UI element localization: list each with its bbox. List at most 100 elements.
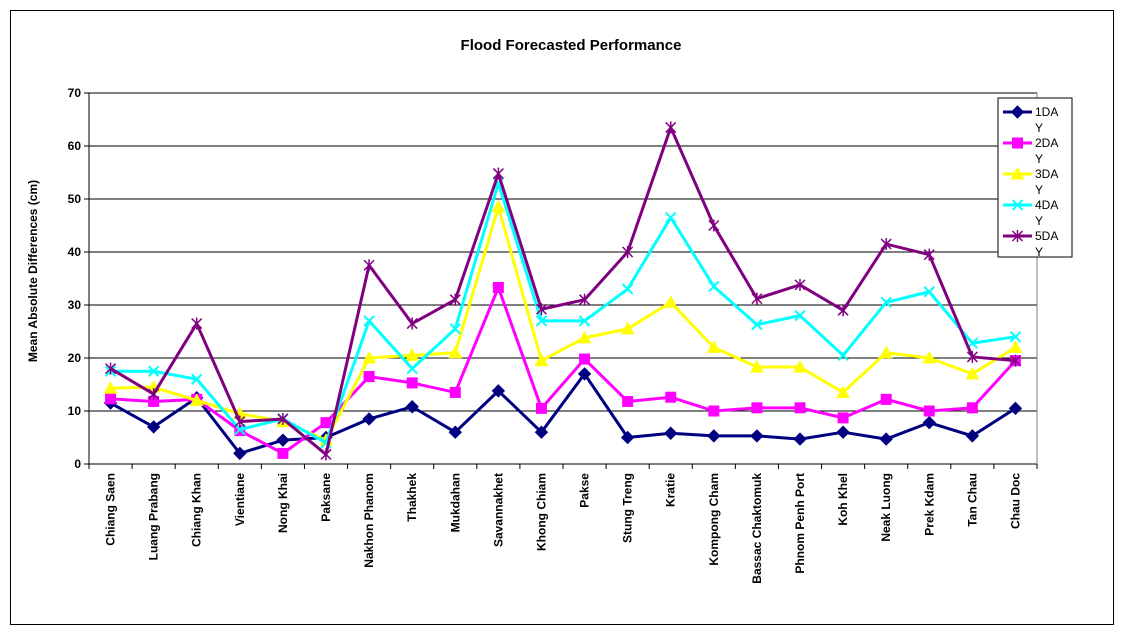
data-point-square [363, 371, 375, 383]
legend-label-wrap: Y [1035, 121, 1043, 135]
x-tick-label: Tan Chau [965, 473, 979, 527]
data-point-star [794, 278, 806, 291]
data-point-diamond [405, 400, 419, 414]
x-tick-label: Bassac Chaktomuk [750, 473, 764, 584]
series-line [110, 205, 1017, 442]
x-tick-label: Paksane [319, 473, 333, 522]
plot-area: 0 10 20 30 40 50 60 70 Chiang Saen Luang Prabang C… [68, 86, 1073, 584]
data-point-triangle [1010, 166, 1025, 180]
data-point-x [621, 283, 634, 295]
data-point-triangle [1008, 340, 1023, 353]
data-point-x [880, 296, 892, 309]
data-point-star [148, 388, 160, 401]
data-point-star [579, 293, 591, 306]
x-tick-label: Nong Khai [276, 473, 290, 533]
data-point-square [794, 402, 806, 414]
chart-frame: Flood Forecasted Performance Mean Absolu… [10, 10, 1114, 625]
x-tick-label: Mukdahan [448, 473, 462, 532]
x-tick-label: Prek Kdam [922, 473, 936, 536]
data-point-triangle [103, 381, 118, 394]
data-point-star [234, 415, 246, 428]
marker-stroke [1009, 331, 1022, 343]
x-tick-label: Thakhek [405, 473, 419, 522]
x-tick-label: Khong Chiam [534, 473, 548, 551]
data-point-x [406, 362, 418, 375]
data-point-x [147, 365, 160, 377]
legend-label-wrap: Y [1035, 152, 1043, 166]
data-point-x [923, 286, 935, 298]
legend-item-3day: 3DA Y [1003, 166, 1058, 197]
data-point-square [449, 386, 461, 398]
data-point-triangle [750, 359, 764, 373]
data-point-star [966, 350, 978, 363]
data-point-square [492, 282, 504, 294]
data-point-square [1012, 137, 1023, 149]
data-point-x [535, 315, 548, 327]
data-point-star [622, 246, 634, 258]
data-point-star [277, 412, 289, 425]
data-point-x [234, 423, 246, 436]
x-tick-label: Chau Doc [1008, 473, 1022, 529]
data-point-diamond [491, 384, 506, 398]
marker-stroke [923, 286, 935, 298]
marker-stroke [191, 373, 203, 385]
marker-stroke [449, 323, 461, 335]
series-5day [105, 121, 1021, 461]
data-point-triangle [491, 199, 506, 213]
data-point-star [363, 259, 375, 272]
data-point-diamond [620, 430, 635, 445]
data-point-triangle [405, 348, 420, 361]
y-tick-label: 30 [68, 298, 82, 312]
marker-stroke [665, 211, 677, 224]
data-point-x [708, 280, 720, 293]
y-tick-label: 70 [68, 86, 82, 100]
x-tick-label: Chiang Saen [104, 473, 118, 546]
data-point-square [320, 417, 332, 429]
x-tick-label: Phnom Penh Port [793, 473, 807, 574]
series-line [109, 372, 1017, 455]
data-point-diamond [965, 429, 980, 443]
marker-stroke [406, 362, 418, 375]
series-line [110, 181, 1016, 445]
marker-stroke [751, 318, 763, 331]
y-tick-label: 0 [74, 457, 81, 471]
x-tick-label: Vientiane [233, 473, 247, 526]
data-point-diamond [1008, 401, 1023, 416]
data-point-diamond [362, 412, 376, 426]
data-point-diamond [707, 429, 721, 443]
data-point-triangle [922, 350, 937, 364]
x-tick-label: Stung Treng [621, 473, 635, 543]
data-point-square [277, 447, 289, 459]
data-point-x [751, 318, 763, 331]
data-point-diamond [879, 432, 893, 446]
marker-stroke [1011, 199, 1024, 211]
marker-stroke [794, 309, 806, 322]
x-tick-label: Chiang Khan [190, 473, 204, 547]
data-point-diamond [534, 425, 549, 439]
legend-label-wrap: Y [1035, 245, 1043, 259]
data-point-star [105, 362, 117, 375]
y-tick-label: 20 [68, 351, 82, 365]
chart-title: Flood Forecasted Performance [461, 37, 682, 54]
data-point-star [665, 121, 677, 134]
legend-label: 3DA [1035, 167, 1058, 181]
data-point-x [794, 309, 806, 322]
data-point-star [1011, 230, 1024, 242]
data-point-star [751, 292, 763, 305]
legend-label: 5DA [1035, 229, 1058, 243]
marker-stroke [147, 365, 160, 377]
line-chart: Flood Forecasted Performance Mean Absolu… [26, 37, 1073, 584]
data-point-square [406, 377, 418, 389]
data-point-x [1011, 199, 1024, 211]
data-point-diamond [836, 425, 850, 439]
data-point-star [320, 448, 332, 461]
legend-box [997, 97, 1073, 258]
data-point-triangle [879, 345, 894, 359]
data-point-square [966, 402, 978, 414]
x-tick-label: Kompong Cham [707, 473, 721, 566]
data-point-square [751, 402, 763, 414]
series-1day [103, 367, 1023, 461]
marker-stroke [621, 283, 634, 295]
data-point-triangle [965, 366, 980, 380]
